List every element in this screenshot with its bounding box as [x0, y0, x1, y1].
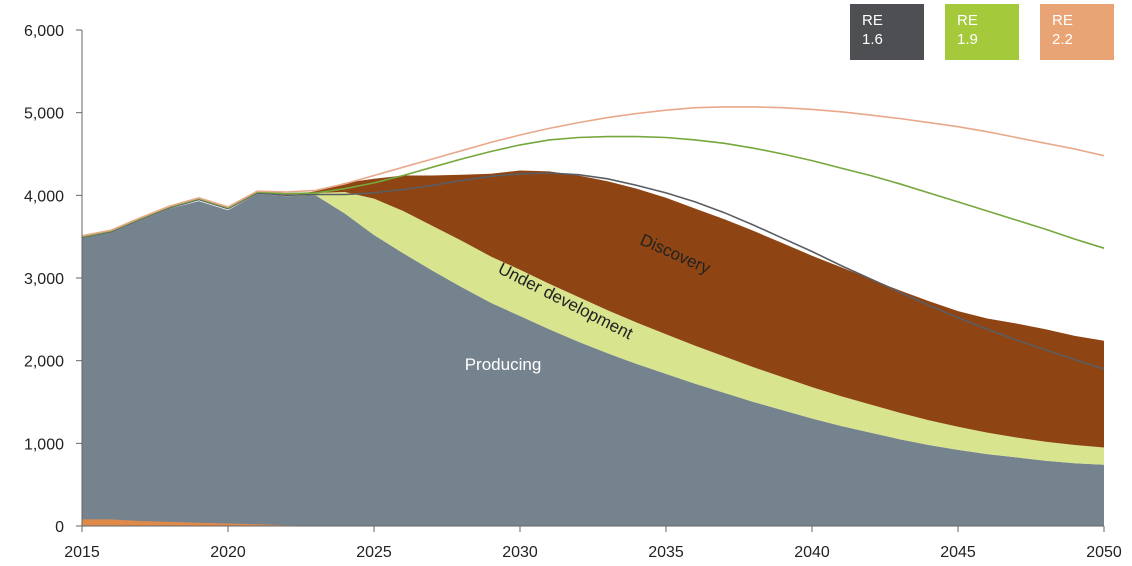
y-tick-label: 5,000 [24, 106, 64, 123]
x-tick-label: 2045 [940, 544, 976, 561]
legend-label-line2: 1.9 [957, 31, 978, 48]
legend-label-line1: RE [957, 12, 978, 29]
x-tick-label: 2025 [356, 544, 392, 561]
chart-areas [82, 170, 1104, 526]
x-tick-label: 2035 [648, 544, 684, 561]
y-axis: 0 1,000 2,000 3,000 4,000 5,000 6,000 [24, 23, 82, 536]
area-discovery [82, 170, 1104, 448]
x-tick-label: 2050 [1086, 544, 1122, 561]
y-tick-label: 1,000 [24, 436, 64, 453]
line-re-2-2 [81, 106, 1105, 237]
legend-label-line1: RE [862, 12, 883, 29]
y-tick-label: 3,000 [24, 271, 64, 288]
x-axis: 2015 2020 2025 2030 2035 2040 2045 2050 [64, 526, 1122, 561]
y-tick-label: 6,000 [24, 23, 64, 40]
area-bottom-series [82, 519, 1104, 526]
x-tick-label: 2030 [502, 544, 538, 561]
legend-item-re-1-9: RE 1.9 [945, 4, 1019, 60]
area-label-producing: Producing [465, 355, 542, 374]
legend-label-line1: RE [1052, 12, 1073, 29]
legend-item-re-1-6: RE 1.6 [850, 4, 924, 60]
x-tick-label: 2040 [794, 544, 830, 561]
area-under-development [82, 192, 1104, 465]
x-tick-label: 2020 [210, 544, 246, 561]
legend-label-line2: 1.6 [862, 31, 883, 48]
chart-lines [81, 106, 1105, 370]
y-tick-label: 0 [55, 519, 64, 536]
legend-label-line2: 2.2 [1052, 31, 1073, 48]
x-tick-label: 2015 [64, 544, 100, 561]
y-tick-label: 4,000 [24, 188, 64, 205]
area-producing [82, 193, 1104, 526]
y-tick-label: 2,000 [24, 354, 64, 371]
legend-item-re-2-2: RE 2.2 [1040, 4, 1114, 60]
